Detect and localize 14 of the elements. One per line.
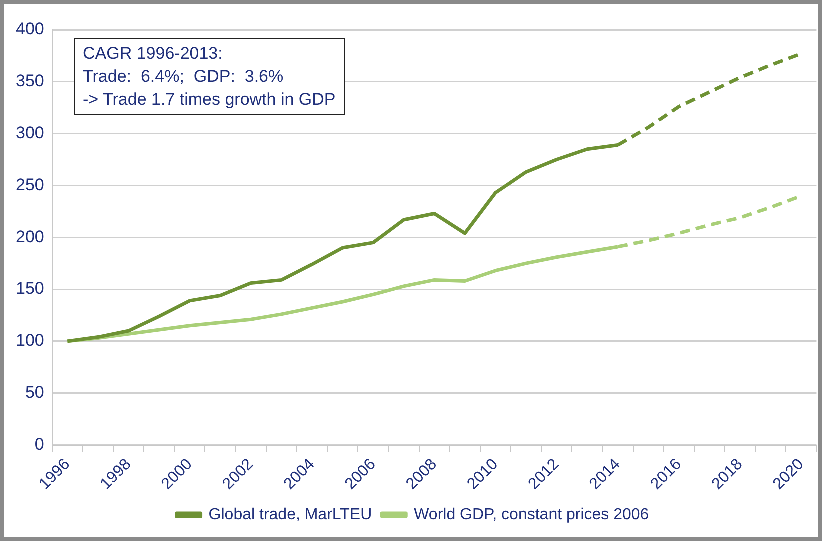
y-tick-label: 200 xyxy=(16,227,44,246)
y-tick-label: 150 xyxy=(16,279,44,298)
y-tick-label: 50 xyxy=(25,383,44,402)
annotation: -> Trade 1.7 times growth in GDP xyxy=(83,89,336,111)
y-tick-label: 350 xyxy=(16,72,44,91)
y-tick-label: 400 xyxy=(16,20,44,39)
y-tick-label: 300 xyxy=(16,124,44,142)
y-tick-label: 250 xyxy=(16,175,44,194)
y-tick-label: 0 xyxy=(34,434,44,454)
annotation: Trade: 6.4%; GDP: 3.6% xyxy=(83,66,285,88)
annotation: CAGR 1996-2013: xyxy=(83,43,224,65)
legend-label: Global trade, MarLTEU xyxy=(208,506,372,524)
y-tick-label: 100 xyxy=(16,331,44,350)
legend-label: World GDP, constant prices 2006 xyxy=(414,506,650,524)
